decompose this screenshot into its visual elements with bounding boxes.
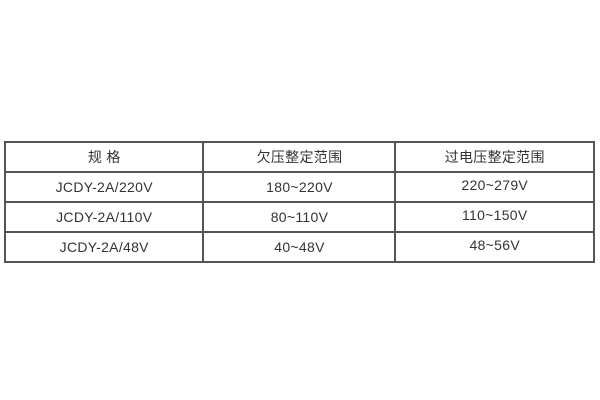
table-row: JCDY-2A/220V 180~220V 220~279V bbox=[3, 171, 595, 203]
header-undervoltage-range: 欠压整定范围 bbox=[202, 141, 397, 173]
header-overvoltage-range: 过电压整定范围 bbox=[394, 141, 595, 173]
cell-overvoltage-value: 220~279V bbox=[461, 177, 529, 193]
cell-overvoltage: 110~150V bbox=[394, 201, 595, 233]
cell-undervoltage: 180~220V bbox=[202, 171, 397, 203]
cell-overvoltage-value: 110~150V bbox=[461, 207, 528, 223]
table-row: JCDY-2A/110V 80~110V 110~150V bbox=[3, 201, 595, 233]
cell-overvoltage: 220~279V bbox=[394, 171, 595, 203]
cell-model: JCDY-2A/48V bbox=[3, 231, 205, 263]
cell-model: JCDY-2A/220V bbox=[3, 171, 205, 203]
table-row: JCDY-2A/48V 40~48V 48~56V bbox=[3, 231, 595, 263]
cell-undervoltage: 40~48V bbox=[202, 231, 397, 263]
cell-undervoltage: 80~110V bbox=[202, 201, 397, 233]
cell-overvoltage: 48~56V bbox=[394, 231, 595, 263]
spec-table: 规 格 欠压整定范围 过电压整定范围 JCDY-2A/220V 180~220V… bbox=[3, 141, 595, 263]
cell-overvoltage-value: 48~56V bbox=[469, 237, 520, 253]
table-header-row: 规 格 欠压整定范围 过电压整定范围 bbox=[3, 141, 595, 173]
cell-model: JCDY-2A/110V bbox=[3, 201, 205, 233]
header-spec: 规 格 bbox=[3, 141, 205, 173]
